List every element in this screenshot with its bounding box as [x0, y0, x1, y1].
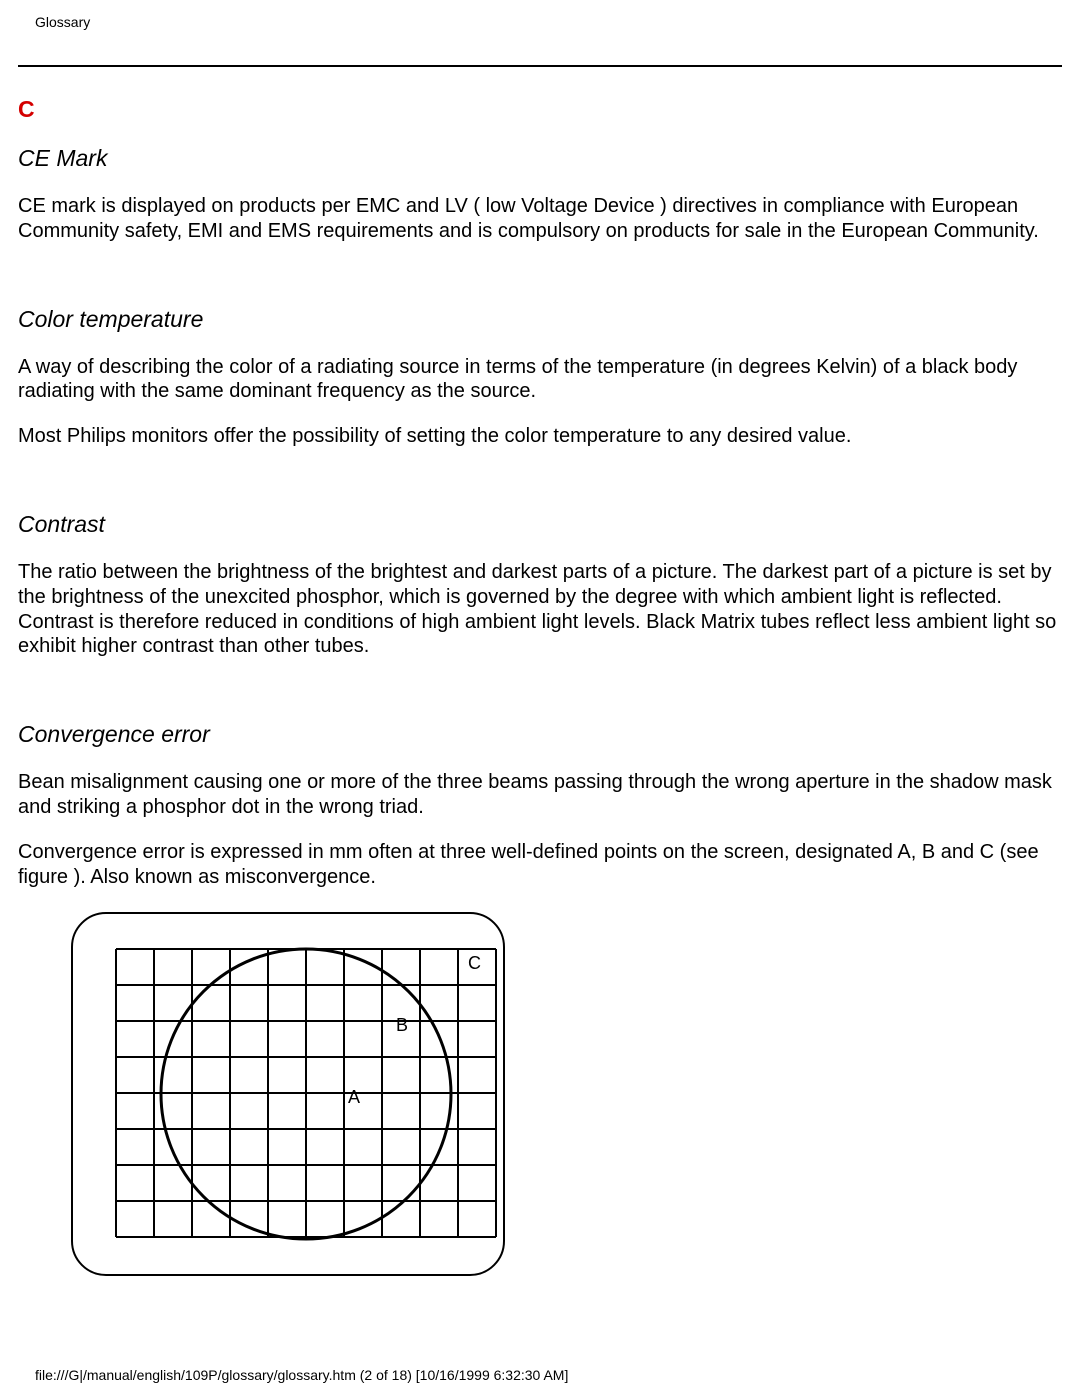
section-letter: C	[18, 96, 1062, 123]
glossary-entry: Color temperature A way of describing th…	[18, 306, 1062, 449]
term-paragraph: Most Philips monitors offer the possibil…	[18, 424, 1062, 449]
term-paragraph: A way of describing the color of a radia…	[18, 355, 1062, 405]
svg-text:C: C	[468, 953, 481, 973]
term-paragraph: The ratio between the brightness of the …	[18, 560, 1062, 659]
term-title: Convergence error	[18, 721, 1062, 748]
horizontal-rule	[18, 65, 1062, 67]
term-paragraph: CE mark is displayed on products per EMC…	[18, 194, 1062, 244]
term-title: Contrast	[18, 511, 1062, 538]
header-label: Glossary	[35, 14, 90, 30]
glossary-entry: Contrast The ratio between the brightnes…	[18, 511, 1062, 659]
footer-text: file:///G|/manual/english/109P/glossary/…	[35, 1367, 568, 1383]
term-paragraph: Convergence error is expressed in mm oft…	[18, 840, 1062, 890]
convergence-diagram: A B C	[68, 909, 1062, 1284]
term-title: Color temperature	[18, 306, 1062, 333]
term-title: CE Mark	[18, 145, 1062, 172]
term-paragraph: Bean misalignment causing one or more of…	[18, 770, 1062, 820]
glossary-entry: CE Mark CE mark is displayed on products…	[18, 145, 1062, 244]
svg-text:B: B	[396, 1015, 408, 1035]
svg-text:A: A	[348, 1087, 360, 1107]
diagram-svg: A B C	[68, 909, 508, 1279]
glossary-content: C CE Mark CE mark is displayed on produc…	[18, 96, 1062, 1284]
glossary-entry: Convergence error Bean misalignment caus…	[18, 721, 1062, 889]
